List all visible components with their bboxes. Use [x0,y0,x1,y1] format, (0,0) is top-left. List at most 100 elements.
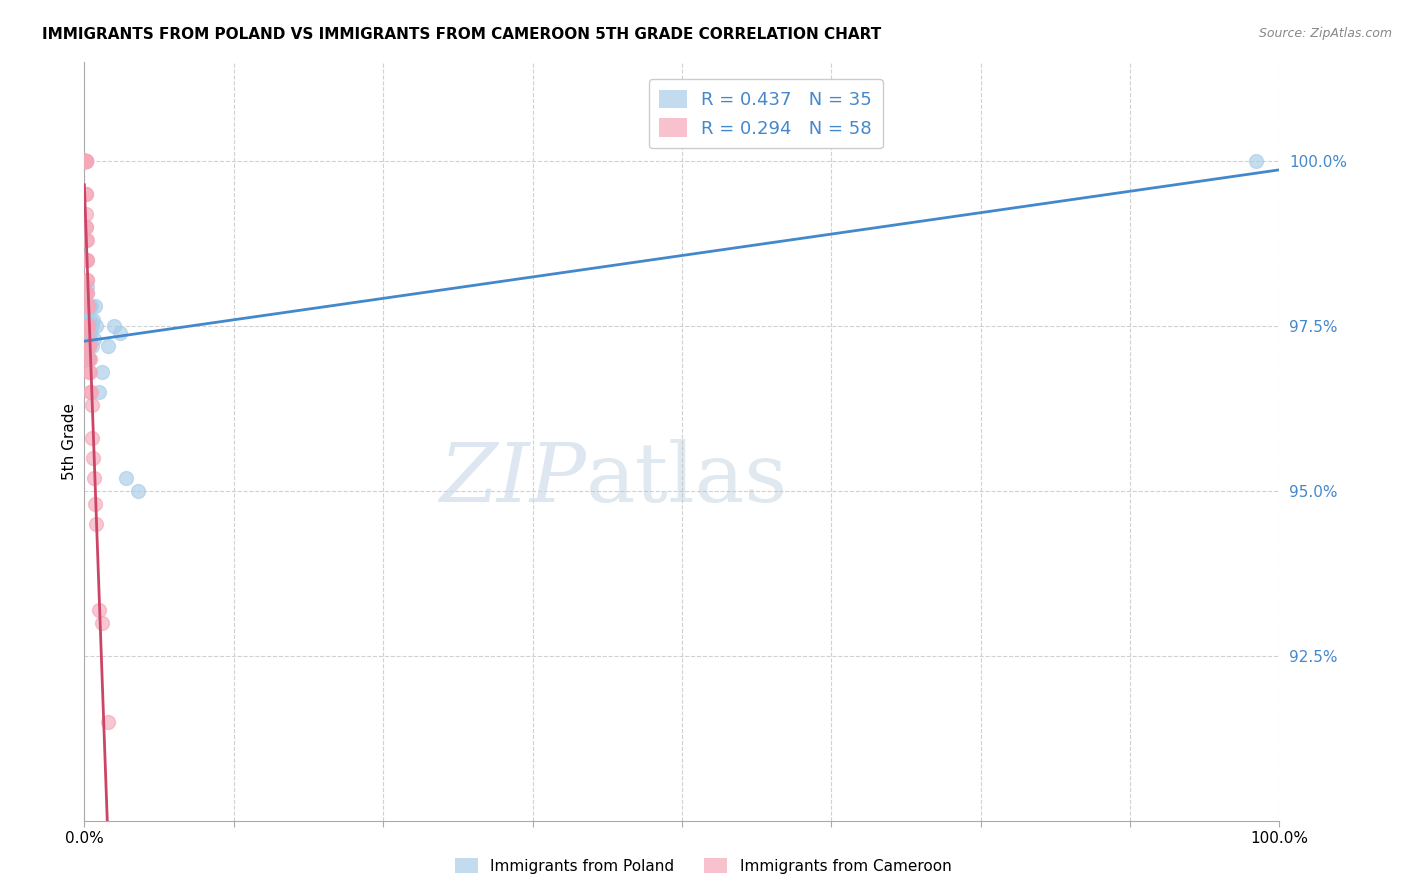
Point [77,352,100,367]
Point [76,332,98,346]
Point [77,339,100,353]
Point [82,450,104,465]
Point [79,299,101,313]
Point [76,273,98,287]
Point [75,154,97,169]
Point [82,312,104,326]
Point [76,253,98,268]
Point [80,299,103,313]
Point [77,319,100,334]
Point [84,497,107,511]
Point [127,483,149,498]
Point [82,339,104,353]
Point [77,332,100,346]
Point [73,154,96,169]
Point [97,339,120,353]
Legend: Immigrants from Poland, Immigrants from Cameroon: Immigrants from Poland, Immigrants from … [449,852,957,880]
Point [75,220,97,235]
Point [77,352,100,367]
Point [97,714,120,729]
Point [84,299,107,313]
Point [75,253,97,268]
Point [77,339,100,353]
Point [75,319,97,334]
Point [76,326,98,340]
Point [79,385,101,400]
Point [76,286,98,301]
Point [76,273,98,287]
Point [75,339,97,353]
Point [77,339,100,353]
Point [73,154,96,169]
Point [75,154,97,169]
Point [76,234,98,248]
Text: Source: ZipAtlas.com: Source: ZipAtlas.com [1258,27,1392,40]
Point [83,471,105,485]
Point [86,319,108,334]
Point [75,299,97,313]
Point [73,154,96,169]
Point [75,187,97,202]
Point [76,299,98,313]
Point [87,602,110,616]
Point [79,365,101,379]
Point [77,339,100,353]
Point [115,471,138,485]
Point [83,332,105,346]
Point [75,154,97,169]
Point [79,332,101,346]
Point [75,312,97,326]
Point [75,234,97,248]
Point [75,207,97,221]
Point [75,220,97,235]
Point [80,319,103,334]
Point [82,431,104,445]
Point [79,326,101,340]
Point [75,154,97,169]
Point [76,253,98,268]
Point [77,339,100,353]
Point [103,319,125,334]
Point [77,319,100,334]
Text: IMMIGRANTS FROM POLAND VS IMMIGRANTS FROM CAMEROON 5TH GRADE CORRELATION CHART: IMMIGRANTS FROM POLAND VS IMMIGRANTS FRO… [42,27,882,42]
Point [79,352,101,367]
Legend: R = 0.437   N = 35, R = 0.294   N = 58: R = 0.437 N = 35, R = 0.294 N = 58 [648,79,883,148]
Point [75,332,97,346]
Point [75,286,97,301]
Point [75,187,97,202]
Text: atlas: atlas [586,440,789,519]
Point [80,398,103,412]
Point [75,154,97,169]
Point [91,615,114,630]
Point [79,352,101,367]
Point [79,312,101,326]
Point [77,299,100,313]
Point [87,385,110,400]
Point [76,319,98,334]
Point [75,154,97,169]
Point [75,154,97,169]
Point [75,154,97,169]
Point [75,154,97,169]
Point [76,299,98,313]
Point [75,154,97,169]
Point [80,385,103,400]
Point [76,352,98,367]
Point [76,319,98,334]
Text: ZIP: ZIP [440,440,586,519]
Point [75,154,97,169]
Point [73,319,96,334]
Point [77,319,100,334]
Point [77,365,100,379]
Point [76,286,98,301]
Point [110,326,132,340]
Point [73,154,96,169]
Point [1244,154,1267,169]
Point [86,516,108,531]
Point [75,154,97,169]
Point [91,365,114,379]
Point [76,299,98,313]
Point [76,279,98,293]
Point [75,154,97,169]
Y-axis label: 5th Grade: 5th Grade [62,403,77,480]
